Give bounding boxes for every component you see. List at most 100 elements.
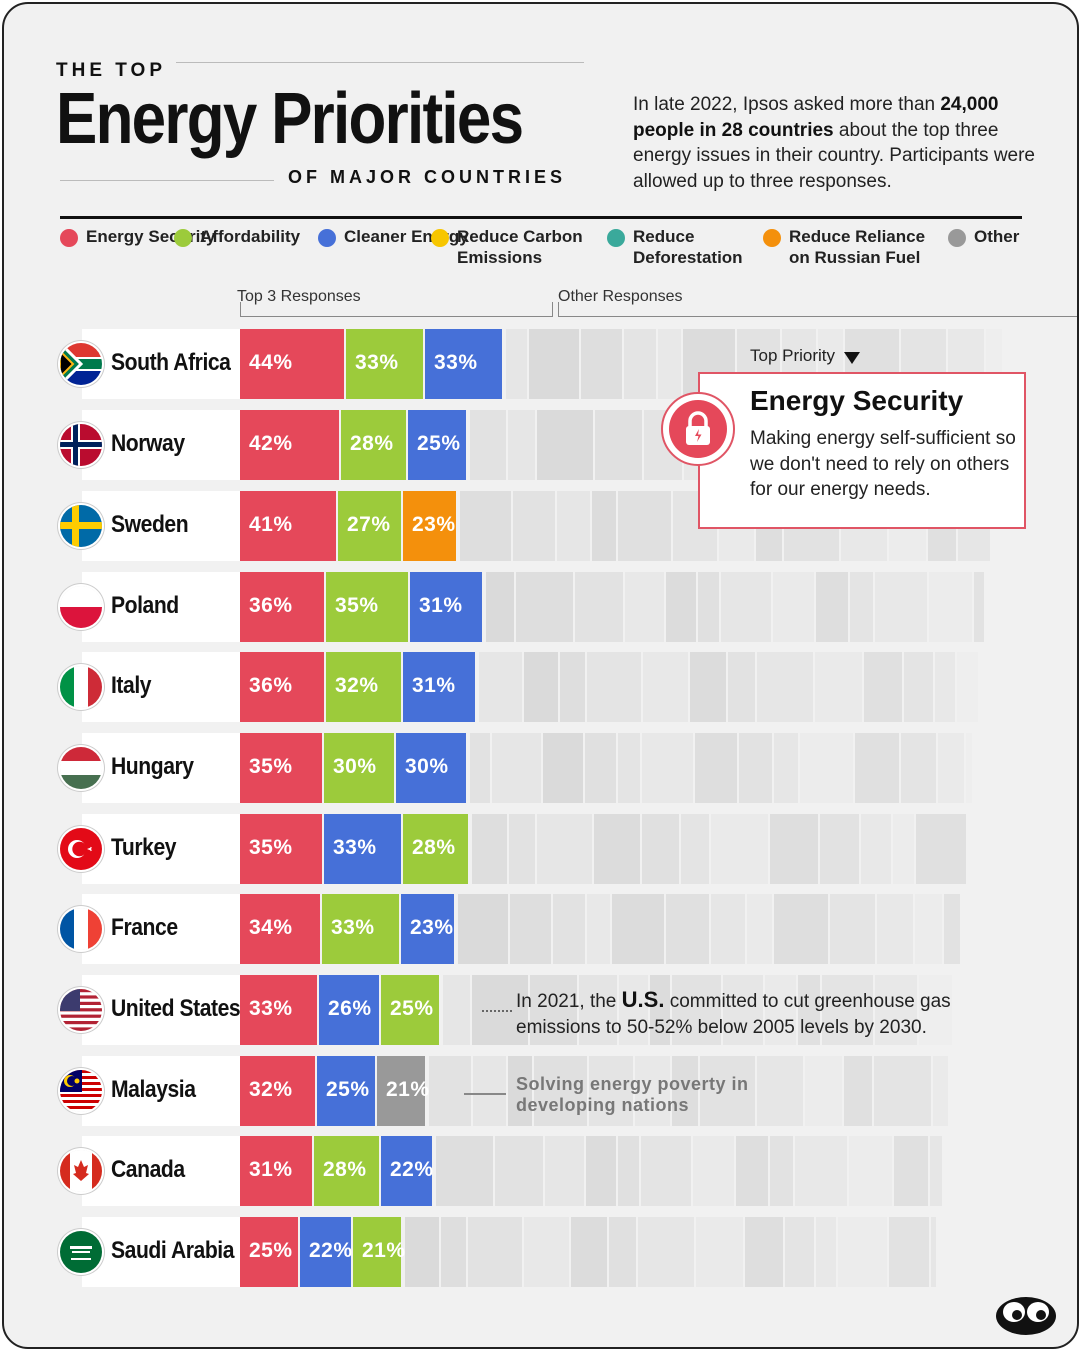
other-response-block: [666, 894, 709, 964]
bar-segment: 22%: [381, 1136, 434, 1206]
bar-value-label: 34%: [249, 916, 293, 939]
bar-value-label: 22%: [309, 1239, 353, 1262]
row-label-bg: [82, 652, 240, 722]
other-response-block: [938, 733, 964, 803]
other-response-block: [838, 1217, 887, 1287]
bar-value-label: 27%: [347, 513, 391, 536]
bar-value-label: 35%: [249, 836, 293, 859]
other-response-block: [443, 975, 470, 1045]
bar-segment: 33%: [240, 975, 317, 1045]
other-response-block: [849, 1136, 892, 1206]
flag-ca-icon: [60, 1150, 102, 1192]
other-response-block: [595, 410, 642, 480]
other-response-block: [650, 975, 670, 1045]
country-label: Italy: [111, 672, 152, 699]
other-response-block: [585, 733, 616, 803]
other-response-block: [935, 652, 955, 722]
legend-swatch: [318, 229, 336, 247]
legend-swatch: [174, 229, 192, 247]
bar-segment: 27%: [338, 491, 401, 561]
other-response-block: [579, 975, 617, 1045]
legend-item: Reduce Carbon Emissions: [431, 226, 597, 268]
other-response-block: [901, 733, 936, 803]
bar-segment: 34%: [240, 894, 320, 964]
other-response-block: [875, 975, 917, 1045]
other-response-block: [592, 491, 616, 561]
top-priority-label: Top Priority: [750, 346, 836, 365]
page-title: Energy Priorities: [56, 79, 524, 159]
row-label-bg: [82, 894, 240, 964]
other-response-block: [974, 572, 984, 642]
other-response-block: [815, 652, 862, 722]
bar-value-label: 30%: [405, 755, 449, 778]
other-response-block: [696, 1217, 743, 1287]
country-label: Saudi Arabia: [111, 1237, 235, 1264]
other-response-block: [747, 894, 772, 964]
other-response-block: [513, 491, 555, 561]
legend-item: Other: [948, 226, 1077, 247]
bar-value-label: 30%: [333, 755, 377, 778]
flag-se-icon: [60, 505, 102, 547]
other-response-block: [850, 572, 873, 642]
bar-value-label: 44%: [249, 351, 293, 374]
flag-fr-icon: [60, 908, 102, 950]
intro-part1: In late 2022, Ipsos asked more than: [633, 94, 941, 115]
bar-value-label: 33%: [331, 916, 375, 939]
legend-label: Affordability: [200, 227, 301, 246]
other-response-block: [492, 733, 541, 803]
other-response-block: [855, 733, 899, 803]
other-response-block: [436, 1136, 493, 1206]
bar-value-label: 25%: [417, 432, 461, 455]
other-response-block: [537, 410, 593, 480]
other-response-block: [473, 1056, 506, 1126]
other-response-block: [587, 652, 641, 722]
country-label: South Africa: [111, 349, 231, 376]
energy-security-callout: [698, 372, 1026, 529]
other-response-block: [486, 572, 514, 642]
bar-segment: 31%: [403, 652, 475, 722]
intro-text: In late 2022, Ipsos asked more than 24,0…: [633, 92, 1043, 194]
bar-segment: 33%: [346, 329, 423, 399]
legend-swatch: [948, 229, 966, 247]
bar-value-label: 35%: [335, 594, 379, 617]
other-response-block: [429, 1056, 471, 1126]
top3-bracket: [240, 302, 553, 317]
other-response-block: [820, 814, 859, 884]
bar-value-label: 22%: [390, 1158, 434, 1181]
other-response-block: [795, 1136, 847, 1206]
bar-segment: 25%: [381, 975, 439, 1045]
bar-value-label: 25%: [326, 1078, 370, 1101]
legend-item: Reduce Deforestation: [607, 226, 773, 268]
other-response-block: [516, 572, 573, 642]
other-response-block: [757, 1056, 803, 1126]
bar-segment: 28%: [314, 1136, 379, 1206]
chart-row: Turkey 35% 33% 28%: [4, 814, 1077, 884]
bar-segment: 35%: [240, 733, 322, 803]
other-range-label: Other Responses: [558, 288, 683, 305]
country-label: Sweden: [111, 511, 189, 538]
other-response-block: [931, 1217, 936, 1287]
other-response-block: [658, 329, 681, 399]
legend-label: Reduce Reliance on Russian Fuel: [789, 227, 926, 267]
other-response-block: [618, 491, 671, 561]
other-response-block: [816, 1217, 836, 1287]
legend-swatch: [60, 229, 78, 247]
bar-segment: 28%: [403, 814, 468, 884]
bar-value-label: 33%: [355, 351, 399, 374]
lock-icon: [669, 400, 727, 458]
other-response-block: [672, 1056, 698, 1126]
bar-segment: 21%: [353, 1217, 405, 1287]
other-response-block: [509, 814, 535, 884]
other-response-block: [612, 894, 664, 964]
other-response-block: [930, 1136, 942, 1206]
legend-item: Reduce Reliance on Russian Fuel: [763, 226, 929, 268]
subtitle-rule: [60, 180, 274, 181]
malaysia-annotation: Solving energy poverty in developing nat…: [516, 1074, 749, 1115]
other-bracket: [558, 302, 1077, 317]
other-response-block: [698, 572, 719, 642]
bar-value-label: 21%: [362, 1239, 406, 1262]
other-response-block: [816, 572, 848, 642]
other-response-block: [524, 1217, 569, 1287]
other-response-block: [470, 410, 506, 480]
